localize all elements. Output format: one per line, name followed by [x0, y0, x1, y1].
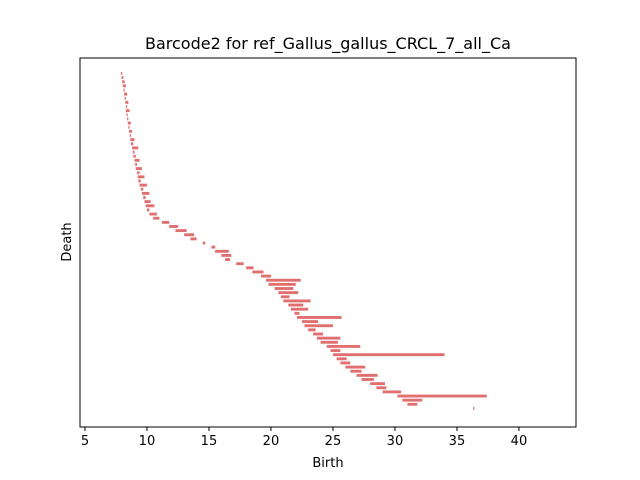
barcode-bar [332, 353, 445, 357]
barcode-bar [132, 150, 135, 154]
x-axis-label: Birth [312, 456, 343, 471]
barcode-bar [297, 316, 342, 319]
barcode-bar [124, 92, 128, 96]
barcode-bar [211, 245, 216, 249]
barcode-bar [301, 320, 319, 324]
barcode-bar [340, 361, 351, 365]
barcode-bar [134, 158, 140, 162]
barcode-bar [135, 162, 138, 166]
barcode-bar [236, 262, 244, 266]
barcode-bar [294, 311, 300, 315]
barcode-bar [126, 113, 128, 117]
barcode-bar [326, 344, 361, 348]
barcode-bar [225, 258, 231, 262]
barcode-bar [144, 200, 151, 204]
barcode-bar [142, 191, 150, 195]
barcode-bar [120, 72, 123, 75]
barcode-bar [127, 121, 131, 125]
barcode-bar [330, 349, 341, 352]
barcode-bar [125, 105, 128, 108]
barcode-bar [130, 142, 134, 146]
barcode-bar [313, 332, 324, 336]
barcode-bar [407, 402, 418, 406]
barcode-bar [370, 382, 386, 386]
barcode-bar [280, 295, 290, 299]
barcode-bar [268, 282, 296, 286]
barcode-bar [137, 171, 140, 175]
barcode-bar [202, 241, 206, 245]
x-tick-label: 35 [449, 434, 466, 449]
x-tick-label: 10 [139, 434, 156, 449]
barcode-bar [402, 398, 423, 402]
barcode-bar [246, 266, 254, 270]
x-tick-label: 5 [81, 434, 89, 449]
barcode-bar [345, 365, 366, 369]
barcode-bar [127, 117, 129, 121]
barcode-bar [149, 212, 157, 216]
barcode-bar [122, 84, 126, 88]
x-tick-label: 30 [387, 434, 404, 449]
barcode-bar [274, 287, 294, 290]
barcode-bar [153, 216, 160, 220]
barcode-bar [221, 253, 232, 257]
plot-frame [79, 57, 577, 428]
barcode-bar [133, 154, 136, 158]
barcode-bar [283, 299, 311, 303]
y-axis-label: Death [60, 222, 75, 261]
barcode-bar [175, 229, 187, 233]
barcode-bar [304, 324, 333, 328]
barcode-bar [278, 291, 299, 295]
barcode-bar [135, 167, 142, 171]
barcode-bar [140, 187, 144, 191]
barcode-bar [128, 129, 133, 133]
barcode-bar [124, 96, 126, 100]
chart-title: Barcode2 for ref_Gallus_gallus_CRCL_7_al… [145, 34, 511, 54]
barcode-bar [382, 390, 402, 394]
barcode-bar [473, 407, 475, 410]
barcode-bar [146, 208, 150, 212]
barcode-bar [143, 196, 146, 199]
barcode-bar [169, 225, 178, 228]
barcode-bar [356, 373, 378, 377]
barcode-bar [121, 76, 124, 80]
barcode-bar [215, 249, 229, 253]
barcode-bar [320, 340, 338, 344]
x-tick-label: 25 [325, 434, 342, 449]
barcode-bar [361, 378, 374, 381]
x-axis-ticks: 5 10 15 20 25 30 35 40 [81, 427, 527, 449]
x-tick-label: 20 [263, 434, 280, 449]
barcode-bar [308, 328, 316, 332]
barcode-bar [397, 394, 487, 398]
barcode-bar [139, 183, 147, 187]
barcode-bar [290, 307, 309, 311]
barcode-bar [376, 386, 387, 390]
barcode-bar [161, 220, 170, 224]
barcode-bar [288, 303, 304, 307]
barcode-bar [123, 88, 125, 92]
barcode-bar [130, 138, 135, 142]
barcode-bar [125, 109, 130, 113]
barcode-bar [129, 134, 131, 137]
x-tick-label: 40 [511, 434, 528, 449]
barcode-bar [350, 369, 362, 373]
barcode-bar [252, 270, 264, 274]
barcode-bar [132, 146, 139, 150]
barcode-bar [125, 100, 129, 104]
barcode-bar [137, 175, 145, 179]
barcode-bars [120, 72, 487, 410]
barcode-bar [316, 336, 341, 340]
barcode-bar [190, 237, 197, 241]
x-tick-label: 15 [201, 434, 218, 449]
barcode-bar [128, 125, 130, 129]
barcode-bar [266, 278, 301, 282]
barcode-bar [184, 233, 195, 237]
barcode-bar [261, 274, 271, 278]
barcode-bar [336, 357, 347, 361]
barcode-bar [122, 80, 125, 84]
barcode-bar [145, 204, 155, 208]
barcode-bar [138, 179, 141, 183]
